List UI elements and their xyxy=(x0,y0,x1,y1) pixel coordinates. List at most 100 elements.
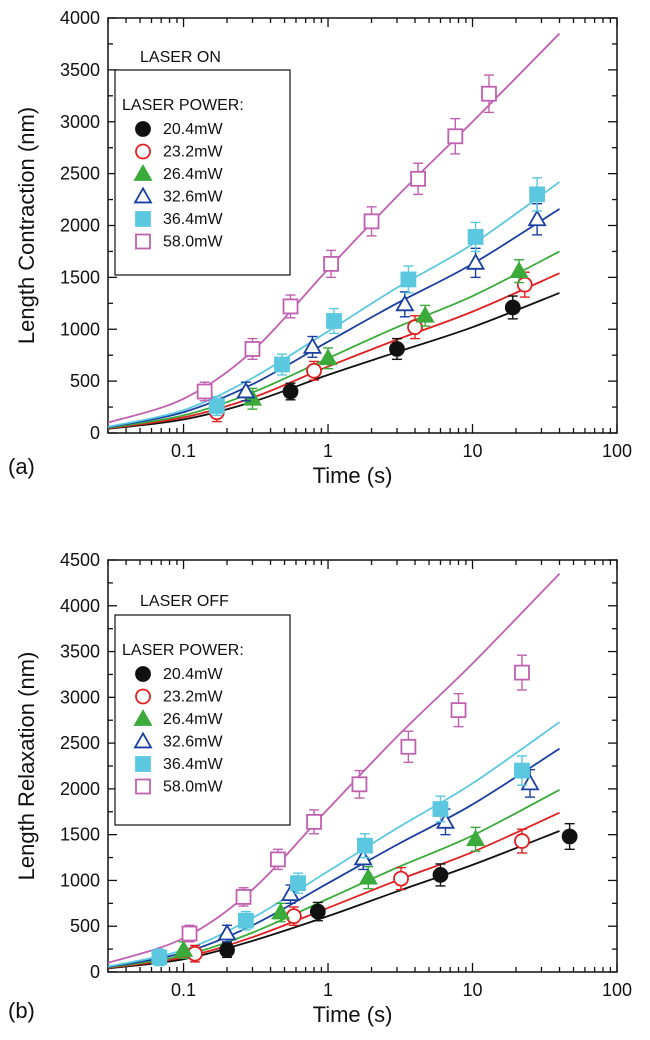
data-point xyxy=(450,702,467,719)
data-point xyxy=(196,383,213,400)
series-36.4mW xyxy=(208,177,546,417)
series-20.4mW xyxy=(219,822,578,959)
panel-label: (a) xyxy=(8,454,35,479)
legend-marker xyxy=(133,186,153,204)
y-axis-label: Length Contraction (nm) xyxy=(14,107,39,344)
data-point xyxy=(285,908,302,925)
legend-entry: 26.4mW xyxy=(163,166,223,183)
data-point xyxy=(432,801,449,817)
data-point xyxy=(447,128,464,145)
data-point xyxy=(151,949,168,966)
data-point xyxy=(467,229,484,245)
x-tick-label: 0.1 xyxy=(171,980,196,1000)
legend-entry: 23.2mW xyxy=(163,144,223,161)
y-tick-label: 0 xyxy=(90,962,100,982)
y-tick-label: 2500 xyxy=(60,733,100,753)
data-point xyxy=(504,299,521,316)
y-tick-label: 500 xyxy=(70,371,100,391)
legend-marker xyxy=(135,688,151,705)
data-point xyxy=(509,261,529,279)
x-tick-label: 10 xyxy=(463,980,483,1000)
data-point xyxy=(395,294,415,312)
data-point xyxy=(217,923,237,941)
legend-entry: 58.0mW xyxy=(163,779,223,796)
y-tick-label: 500 xyxy=(70,916,100,936)
series-32.6mW xyxy=(217,768,540,943)
data-point xyxy=(282,383,299,400)
data-point xyxy=(466,829,486,847)
series-26.4mW xyxy=(173,826,486,959)
y-tick-label: 3500 xyxy=(60,60,100,80)
data-point xyxy=(323,255,339,272)
legend-entry: 26.4mW xyxy=(163,711,223,728)
data-point xyxy=(363,213,380,230)
legend-entry: 36.4mW xyxy=(163,756,223,773)
panel-label: (b) xyxy=(8,998,35,1023)
data-point xyxy=(527,209,547,227)
legend-marker xyxy=(133,709,153,726)
data-point xyxy=(514,664,530,681)
series-32.6mW xyxy=(236,203,547,402)
legend-marker xyxy=(133,731,153,749)
data-point xyxy=(481,85,497,102)
x-axis-label: Time (s) xyxy=(313,1002,393,1027)
legend: LASER POWER: 20.4mW 23.2mW 26.4mW 32.6mW 36.4… xyxy=(114,614,291,826)
series-36.4mW xyxy=(151,755,530,967)
y-tick-label: 0 xyxy=(90,423,100,443)
data-point xyxy=(270,851,286,868)
data-point xyxy=(235,889,252,905)
data-point xyxy=(326,313,342,329)
data-point xyxy=(529,186,546,203)
data-point xyxy=(271,902,291,920)
chart-panel-b: 0.1 1 10 1000500100015002000250030003500400… xyxy=(8,550,632,1027)
y-tick-label: 4000 xyxy=(60,596,100,616)
data-point xyxy=(236,381,256,399)
data-point xyxy=(432,867,449,883)
legend-entry: 20.4mW xyxy=(163,666,223,683)
legend-marker xyxy=(135,121,151,137)
legend-marker xyxy=(135,666,151,682)
legend-entry: 58.0mW xyxy=(163,234,223,251)
chart-panel-a: 0.1 1 10 1000500100015002000250030003500400… xyxy=(8,8,632,488)
data-point xyxy=(400,738,417,755)
legend-entry: 20.4mW xyxy=(163,121,223,138)
data-point xyxy=(290,875,306,892)
data-point xyxy=(237,912,254,929)
data-point xyxy=(302,337,322,354)
y-tick-label: 1500 xyxy=(60,267,100,287)
legend-marker xyxy=(135,756,151,772)
x-tick-label: 100 xyxy=(602,980,632,1000)
x-tick-label: 10 xyxy=(463,441,483,461)
data-point xyxy=(306,362,322,379)
y-tick-label: 1000 xyxy=(60,870,100,890)
data-point xyxy=(415,305,435,323)
data-point xyxy=(208,398,225,414)
legend-title: LASER POWER: xyxy=(122,97,244,114)
x-tick-label: 1 xyxy=(323,980,333,1000)
x-tick-label: 1 xyxy=(323,441,333,461)
data-point xyxy=(393,870,409,887)
series-58.0mW xyxy=(181,654,530,943)
data-point xyxy=(407,319,423,336)
legend-entry: 32.6mW xyxy=(163,189,223,206)
y-tick-label: 4500 xyxy=(60,550,100,570)
data-point xyxy=(410,170,426,187)
data-point xyxy=(274,356,290,373)
y-tick-label: 2000 xyxy=(60,216,100,236)
y-tick-label: 3500 xyxy=(60,642,100,662)
legend-marker xyxy=(135,778,151,795)
legend-marker xyxy=(135,143,151,160)
data-point xyxy=(514,833,530,849)
data-point xyxy=(514,762,530,779)
y-tick-label: 2000 xyxy=(60,779,100,799)
x-tick-label: 100 xyxy=(602,441,632,461)
data-point xyxy=(244,341,261,357)
y-axis-label: Length Relaxation (nm) xyxy=(14,652,39,881)
data-point xyxy=(516,276,533,293)
fit-line-23.2mW xyxy=(108,811,560,969)
data-point xyxy=(358,867,378,885)
fit-line-20.4mW xyxy=(108,292,560,430)
series-20.4mW xyxy=(282,295,521,401)
y-tick-label: 4000 xyxy=(60,8,100,28)
legend-entry: 23.2mW xyxy=(163,689,223,706)
